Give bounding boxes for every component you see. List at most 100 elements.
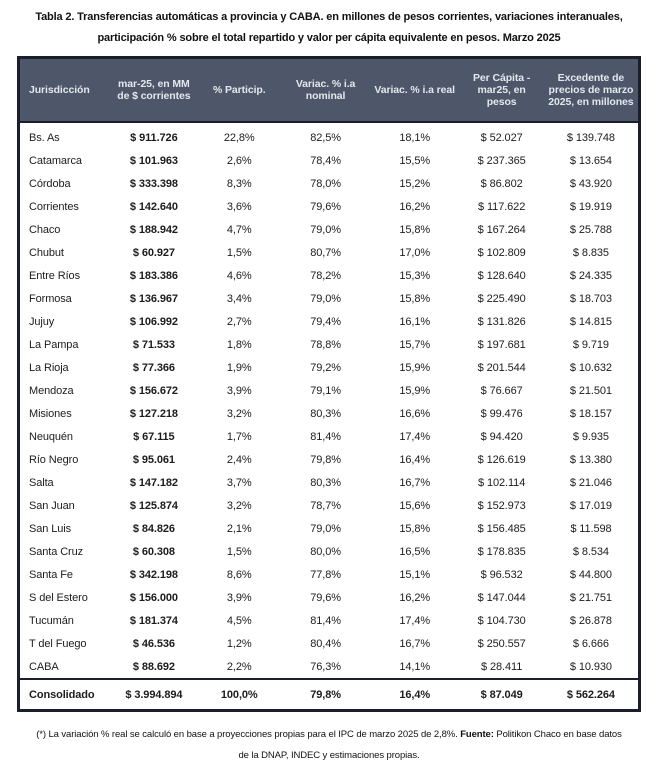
footnote-fuente-label: Fuente:: [460, 729, 494, 740]
body-cell: 79,6%: [310, 591, 341, 604]
body-cell: $ 84.826: [132, 522, 175, 535]
header-cell: Variac. % i.a nominal: [281, 57, 370, 123]
body-cell: Catamarca: [29, 154, 82, 167]
body-cell: $ 60.927: [132, 246, 175, 259]
table-row: CABA $ 88.692 2,2% 76,3% 14,1% $ 28.411 $ 10.9…: [19, 655, 640, 679]
body-cell: 15,8%: [399, 223, 431, 236]
table-row: Chaco $ 188.942 4,7% 79,0% 15,8% $ 167.264 $ 2…: [19, 218, 640, 241]
body-cell: 15,9%: [399, 361, 431, 374]
body-cell: $ 911.726: [130, 131, 178, 144]
body-cell: $ 126.619: [477, 453, 526, 466]
body-cell: $ 17.019: [569, 499, 612, 512]
table-row: Catamarca $ 101.963 2,6% 78,4% 15,5% $ 237.36…: [19, 149, 640, 172]
total-cell: 79,8%: [281, 678, 370, 711]
total-cell: 16,4%: [369, 678, 460, 711]
body-cell: 16,7%: [399, 476, 431, 489]
body-cell: CABA: [29, 660, 59, 673]
table-row: Mendoza $ 156.672 3,9% 79,1% 15,9% $ 76.667 $ …: [19, 379, 640, 402]
body-cell: Chaco: [29, 223, 61, 236]
table-row: Santa Cruz $ 60.308 1,5% 80,0% 16,5% $ 178.83…: [19, 540, 640, 563]
body-cell: $ 167.264: [477, 223, 526, 236]
header-cell: mar-25, en MM de $ corrientes: [110, 57, 198, 123]
body-cell: Bs. As: [29, 131, 60, 144]
body-cell: 79,2%: [310, 361, 341, 374]
body-cell: 16,1%: [399, 315, 431, 328]
body-cell: $ 8.835: [572, 246, 609, 259]
body-cell: $ 11.598: [570, 522, 612, 535]
body-cell: 16,4%: [399, 453, 431, 466]
transfers-table-container: Jurisdicción mar-25, en MM de $ corriente…: [17, 56, 641, 712]
body-cell: 1,7%: [226, 430, 252, 443]
body-cell: 76,3%: [310, 660, 341, 673]
table-row: San Juan $ 125.874 3,2% 78,7% 15,6% $ 152.973…: [19, 494, 640, 517]
footnote-text-2: Politikon Chaco en base datos: [493, 729, 622, 740]
body-cell: 78,4%: [310, 154, 341, 167]
body-cell: 17,4%: [399, 614, 431, 627]
body-cell: 79,4%: [310, 315, 341, 328]
body-cell: 16,2%: [399, 200, 431, 213]
total-cell: $ 3.994.894: [110, 678, 198, 711]
body-cell: 3,4%: [226, 292, 252, 305]
body-cell: 80,7%: [310, 246, 341, 259]
body-cell: 15,6%: [399, 499, 431, 512]
body-cell: 80,3%: [310, 407, 341, 420]
body-cell: 3,9%: [226, 591, 252, 604]
body-cell: $ 76.667: [480, 384, 523, 397]
body-cell: $ 28.411: [481, 660, 523, 673]
body-cell: $ 67.115: [133, 430, 175, 443]
body-cell: $ 10.632: [569, 361, 612, 374]
body-cell: $ 9.935: [572, 430, 609, 443]
total-cell: 100,0%: [197, 678, 282, 711]
body-cell: Misiones: [29, 407, 72, 420]
body-cell: 3,6%: [226, 200, 252, 213]
header-cell: % Particip.: [197, 57, 282, 123]
body-cell: $ 77.366: [132, 361, 175, 374]
body-cell: 2,1%: [226, 522, 252, 535]
body-cell: 80,3%: [310, 476, 341, 489]
footnote-line1: (*) La variación % real se calculó en ba…: [0, 724, 658, 745]
table-row: S del Estero $ 156.000 3,9% 79,6% 16,2% $ 147…: [19, 586, 640, 609]
table-row: Córdoba $ 333.398 8,3% 78,0% 15,2% $ 86.802 $ …: [19, 172, 640, 195]
body-cell: 1,9%: [226, 361, 252, 374]
body-cell: 16,7%: [399, 637, 431, 650]
body-cell: 8,6%: [226, 568, 252, 581]
body-cell: 78,2%: [310, 269, 341, 282]
body-cell: $ 95.061: [132, 453, 175, 466]
body-cell: $ 94.420: [480, 430, 523, 443]
body-cell: $ 8.534: [572, 545, 609, 558]
table-row: La Rioja $ 77.366 1,9% 79,2% 15,9% $ 201.544 $…: [19, 356, 640, 379]
table-body: Bs. As $ 911.726 22,8% 82,5% 18,1% $ 52.027 $ …: [19, 122, 640, 679]
body-cell: $ 44.800: [569, 568, 612, 581]
body-cell: 78,8%: [310, 338, 341, 351]
table-header: Jurisdicción mar-25, en MM de $ corriente…: [18, 57, 640, 123]
header-cell: Excedente de precios de marzo 2025, en m…: [543, 57, 640, 123]
body-cell: 15,3%: [399, 269, 431, 282]
body-cell: $ 102.114: [478, 476, 526, 489]
body-cell: 16,5%: [399, 545, 431, 558]
body-cell: $ 333.398: [129, 177, 178, 190]
body-cell: San Juan: [29, 499, 75, 512]
body-cell: $ 26.878: [569, 614, 612, 627]
total-cell: Consolidado: [18, 678, 111, 711]
total-row: Consolidado $ 3.994.894 100,0% 79,8% 16,4% $ …: [18, 678, 640, 711]
table-row: Bs. As $ 911.726 22,8% 82,5% 18,1% $ 52.027 $ …: [19, 122, 640, 149]
body-cell: 15,9%: [399, 384, 431, 397]
body-cell: $ 13.654: [569, 154, 612, 167]
body-cell: $ 136.967: [129, 292, 178, 305]
body-cell: $ 10.930: [569, 660, 612, 673]
body-cell: $ 9.719: [572, 338, 609, 351]
body-cell: 2,7%: [226, 315, 252, 328]
body-cell: Formosa: [29, 292, 72, 305]
body-cell: 79,0%: [310, 292, 341, 305]
body-cell: 8,3%: [226, 177, 252, 190]
body-cell: $ 24.335: [569, 269, 612, 282]
table-row: Jujuy $ 106.992 2,7% 79,4% 16,1% $ 131.826 $ 1…: [19, 310, 640, 333]
body-cell: 14,1%: [399, 660, 431, 673]
body-cell: $ 225.490: [477, 292, 526, 305]
body-cell: Córdoba: [29, 177, 71, 190]
body-cell: 16,2%: [399, 591, 431, 604]
body-cell: 1,5%: [226, 545, 252, 558]
body-cell: La Rioja: [29, 361, 69, 374]
body-cell: $ 188.942: [129, 223, 178, 236]
footnote-line2: de la DNAP, INDEC y estimaciones propias…: [238, 750, 420, 761]
